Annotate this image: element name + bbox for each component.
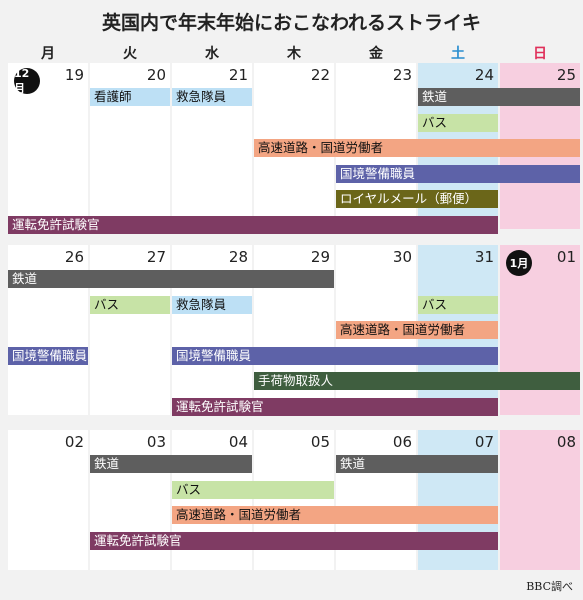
calendar-week: 26 27 28 29 30 31 01 1月 鉄道 バス 救急隊員 バス 高速道路・国道労働者 国境警備… [8, 245, 580, 416]
strike-bar: 運転免許試験官 [8, 215, 498, 234]
day-number: 03 [146, 433, 166, 451]
strike-bar: 国境警備職員 [336, 164, 580, 183]
day-number: 24 [474, 66, 494, 84]
strike-bar: 国境警備職員 [172, 346, 498, 365]
day-number: 22 [310, 66, 330, 84]
day-number: 07 [474, 433, 494, 451]
weekday-label: 日 [533, 46, 547, 62]
strike-bar: バス [418, 113, 498, 132]
strike-bar: 高速道路・国道労働者 [336, 321, 498, 339]
strike-bar: バス [418, 295, 498, 314]
strike-bar: 救急隊員 [172, 295, 252, 314]
strike-bar: 鉄道 [418, 88, 580, 106]
strike-bar: 国境警備職員 [8, 346, 88, 365]
strike-bar: 運転免許試験官 [90, 531, 498, 550]
strike-bar: 運転免許試験官 [172, 397, 498, 416]
strike-bar: 手荷物取扱人 [254, 372, 580, 390]
day-number: 08 [556, 433, 576, 451]
day-cell: 02 [8, 430, 88, 570]
day-number: 19 [64, 66, 84, 84]
weekday-label: 月 [41, 46, 55, 62]
weekday-label: 木 [287, 46, 301, 62]
day-number: 23 [392, 66, 412, 84]
month-badge: 12月 [14, 67, 40, 95]
weekday-label: 土 [451, 46, 465, 62]
strike-bar: 鉄道 [90, 455, 252, 473]
weekday-label: 水 [205, 46, 219, 62]
day-number: 01 [556, 248, 576, 266]
day-number: 05 [310, 433, 330, 451]
strike-bar: 鉄道 [336, 455, 498, 473]
day-number: 27 [146, 248, 166, 266]
strike-bar: 高速道路・国道労働者 [254, 139, 580, 157]
day-number: 29 [310, 248, 330, 266]
day-number: 20 [146, 66, 166, 84]
strike-bar: 鉄道 [8, 270, 334, 288]
day-number: 02 [64, 433, 84, 451]
strike-bar: ロイヤルメール（郵便） [336, 190, 498, 208]
day-number: 30 [392, 248, 412, 266]
weekday-label: 金 [369, 46, 383, 62]
calendar-week: 19 20 21 22 23 24 25 12月看護師 救急隊員 鉄道バス高速道路・国道労働者国境… [8, 63, 580, 234]
strike-bar: 救急隊員 [172, 88, 252, 106]
day-number: 21 [228, 66, 248, 84]
day-cell: 08 [500, 430, 580, 570]
month-badge: 1月 [506, 250, 532, 276]
day-number: 25 [556, 66, 576, 84]
weekday-label: 火 [123, 46, 137, 62]
day-number: 06 [392, 433, 412, 451]
strike-bar: バス [90, 295, 170, 314]
strike-bar: 看護師 [90, 88, 170, 106]
page-title: 英国内で年末年始におこなわれるストライキ [101, 12, 482, 34]
strike-bar: バス [172, 480, 334, 499]
strike-bar: 高速道路・国道労働者 [172, 506, 498, 524]
source-note: BBC調べ [526, 580, 573, 593]
day-number: 28 [228, 248, 248, 266]
calendar-week: 02 03 04 05 06 07 08 鉄道 鉄道 バス 高速道路・国道労働者 運転免許試験官 [8, 430, 580, 570]
day-number: 04 [228, 433, 248, 451]
day-number: 26 [64, 248, 84, 266]
day-number: 31 [474, 248, 494, 266]
